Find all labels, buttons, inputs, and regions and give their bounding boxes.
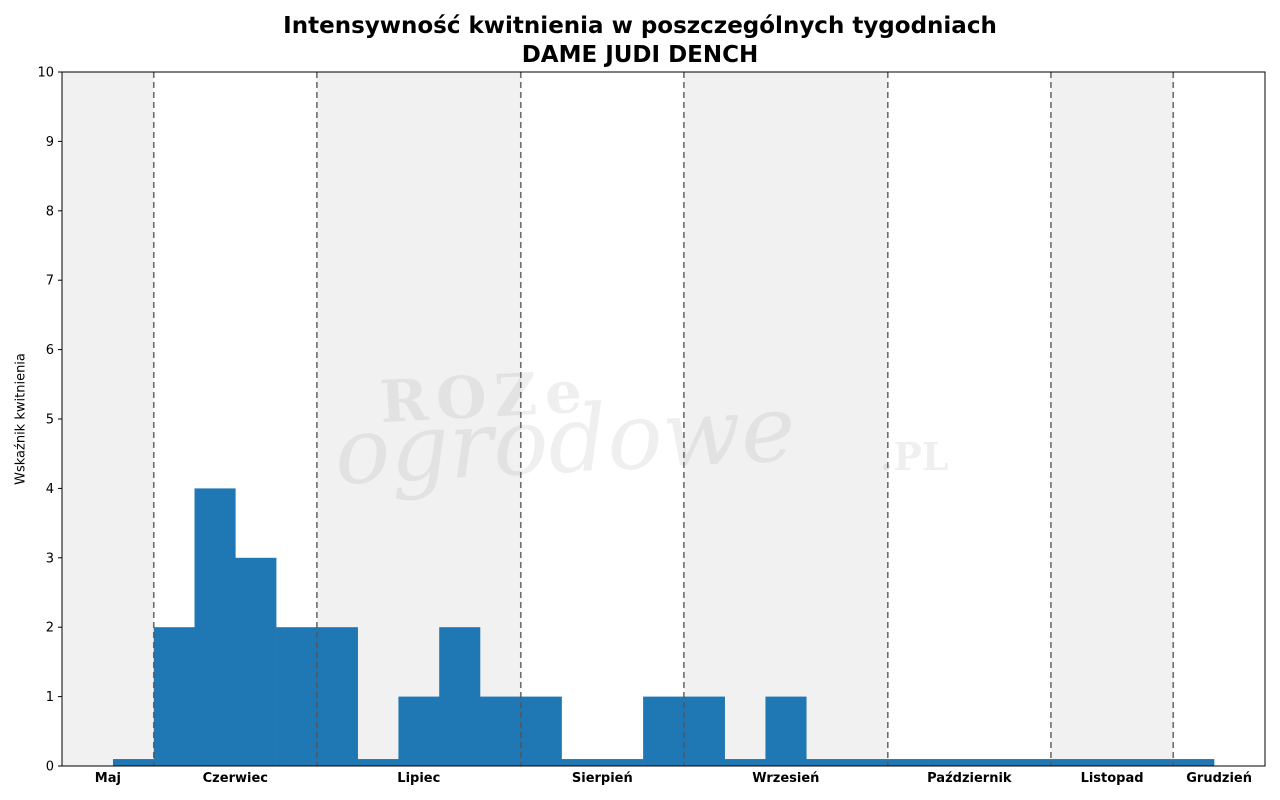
y-tick-label: 10: [37, 66, 54, 81]
bar: [194, 488, 236, 766]
bar: [439, 627, 481, 766]
bar: [153, 627, 195, 766]
y-tick-label: 0: [46, 760, 54, 775]
bar: [398, 696, 440, 766]
month-band: [62, 72, 154, 766]
y-tick-label: 5: [46, 413, 54, 428]
bar: [602, 759, 644, 766]
y-tick-label: 3: [46, 551, 54, 566]
chart-subtitle: DAME JUDI DENCH: [521, 42, 759, 68]
month-label: Wrzesień: [752, 771, 819, 786]
bar: [1173, 759, 1215, 766]
month-band: [520, 72, 684, 766]
month-label: Listopad: [1081, 771, 1144, 786]
bar: [276, 627, 318, 766]
bar: [520, 696, 562, 766]
y-tick-label: 4: [46, 482, 54, 497]
bar: [887, 759, 929, 766]
bar: [561, 759, 603, 766]
chart-title: Intensywność kwitnienia w poszczególnych…: [0, 12, 1280, 70]
bar: [1091, 759, 1133, 766]
bar: [683, 696, 725, 766]
bar: [235, 557, 277, 766]
month-label: Czerwiec: [203, 771, 268, 786]
bar: [643, 696, 685, 766]
bar: [847, 759, 889, 766]
bar: [112, 759, 155, 766]
y-tick-label: 2: [46, 621, 54, 636]
y-tick-label: 1: [46, 690, 54, 705]
watermark-line2: ogrodowe: [332, 375, 798, 506]
watermark: ROZe ogrodowe .PL: [332, 357, 949, 505]
month-band: [1050, 72, 1174, 766]
month-band: [1173, 72, 1265, 766]
watermark-line1: ROZe: [378, 357, 591, 436]
month-label: Maj: [95, 771, 121, 786]
watermark-suffix: .PL: [880, 434, 949, 479]
bar: [357, 759, 399, 766]
y-tick-label: 7: [46, 274, 54, 289]
y-tick-label: 8: [46, 204, 54, 219]
bar: [806, 759, 848, 766]
bar: [928, 759, 970, 766]
month-label: Lipiec: [397, 771, 440, 786]
y-tick-label: 6: [46, 343, 54, 358]
month-label: Sierpień: [572, 771, 633, 786]
month-band: [887, 72, 1051, 766]
y-tick-label: 9: [46, 135, 54, 150]
month-label: Październik: [927, 771, 1012, 786]
bar: [1010, 759, 1052, 766]
bar: [479, 696, 522, 766]
bar: [724, 759, 766, 766]
bar: [1132, 759, 1174, 766]
month-band: [683, 72, 888, 766]
bar: [316, 627, 358, 766]
bar: [1050, 759, 1092, 766]
chart-title-main: Intensywność kwitnienia w poszczególnych…: [283, 13, 997, 39]
month-label: Grudzień: [1186, 771, 1252, 786]
bar: [765, 696, 807, 766]
bar: [969, 759, 1011, 766]
